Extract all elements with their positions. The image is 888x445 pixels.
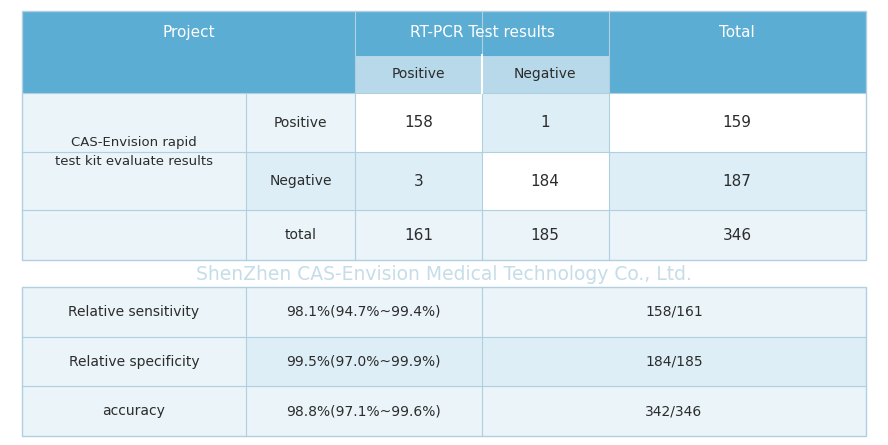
Bar (608, 55, 866, 93)
Bar (22, 11, 355, 55)
Text: 161: 161 (404, 228, 433, 243)
Bar (246, 337, 482, 386)
Bar (22, 55, 355, 93)
Text: 3: 3 (414, 174, 424, 189)
Text: 159: 159 (723, 115, 751, 130)
Bar (246, 93, 355, 152)
Bar (355, 55, 482, 93)
Text: 184: 184 (531, 174, 559, 189)
Text: RT-PCR Test results: RT-PCR Test results (409, 25, 554, 40)
Text: Positive: Positive (274, 116, 328, 129)
Text: Relative sensitivity: Relative sensitivity (68, 305, 200, 319)
Bar (355, 11, 608, 55)
Text: 342/346: 342/346 (646, 404, 702, 418)
Bar (22, 210, 866, 260)
Bar (608, 93, 866, 152)
Bar (482, 93, 608, 152)
Text: accuracy: accuracy (102, 404, 165, 418)
Text: 187: 187 (723, 174, 751, 189)
Text: 99.5%(97.0%~99.9%): 99.5%(97.0%~99.9%) (287, 355, 441, 368)
Text: 98.1%(94.7%~99.4%): 98.1%(94.7%~99.4%) (287, 305, 441, 319)
Bar (22, 11, 866, 260)
Text: Positive: Positive (392, 67, 446, 81)
Bar (608, 11, 866, 55)
Text: CAS-Envision rapid
test kit evaluate results: CAS-Envision rapid test kit evaluate res… (55, 136, 213, 168)
Bar (246, 287, 482, 337)
Text: Negative: Negative (514, 67, 576, 81)
Bar (246, 152, 355, 210)
Bar (355, 93, 482, 152)
Bar (482, 152, 608, 210)
Bar (22, 287, 246, 337)
Text: Negative: Negative (269, 174, 332, 188)
Bar (246, 386, 482, 436)
Bar (482, 337, 866, 386)
Bar (22, 386, 246, 436)
Text: Project: Project (163, 25, 215, 40)
Bar (22, 11, 866, 260)
Text: Total: Total (719, 25, 755, 40)
Text: total: total (284, 228, 317, 243)
Text: 98.8%(97.1%~99.6%): 98.8%(97.1%~99.6%) (287, 404, 441, 418)
Text: ShenZhen CAS-Envision Medical Technology Co., Ltd.: ShenZhen CAS-Envision Medical Technology… (196, 265, 692, 284)
Text: 158: 158 (404, 115, 433, 130)
Text: 184/185: 184/185 (645, 355, 702, 368)
Text: 346: 346 (723, 228, 752, 243)
Bar (482, 287, 866, 337)
Bar (482, 55, 608, 93)
Bar (22, 337, 246, 386)
Bar (22, 93, 246, 210)
Bar (355, 152, 482, 210)
Text: 185: 185 (531, 228, 559, 243)
Bar (22, 287, 866, 436)
Text: Relative specificity: Relative specificity (68, 355, 199, 368)
Text: 158/161: 158/161 (645, 305, 702, 319)
Bar (482, 386, 866, 436)
Text: 1: 1 (541, 115, 550, 130)
Bar (608, 152, 866, 210)
